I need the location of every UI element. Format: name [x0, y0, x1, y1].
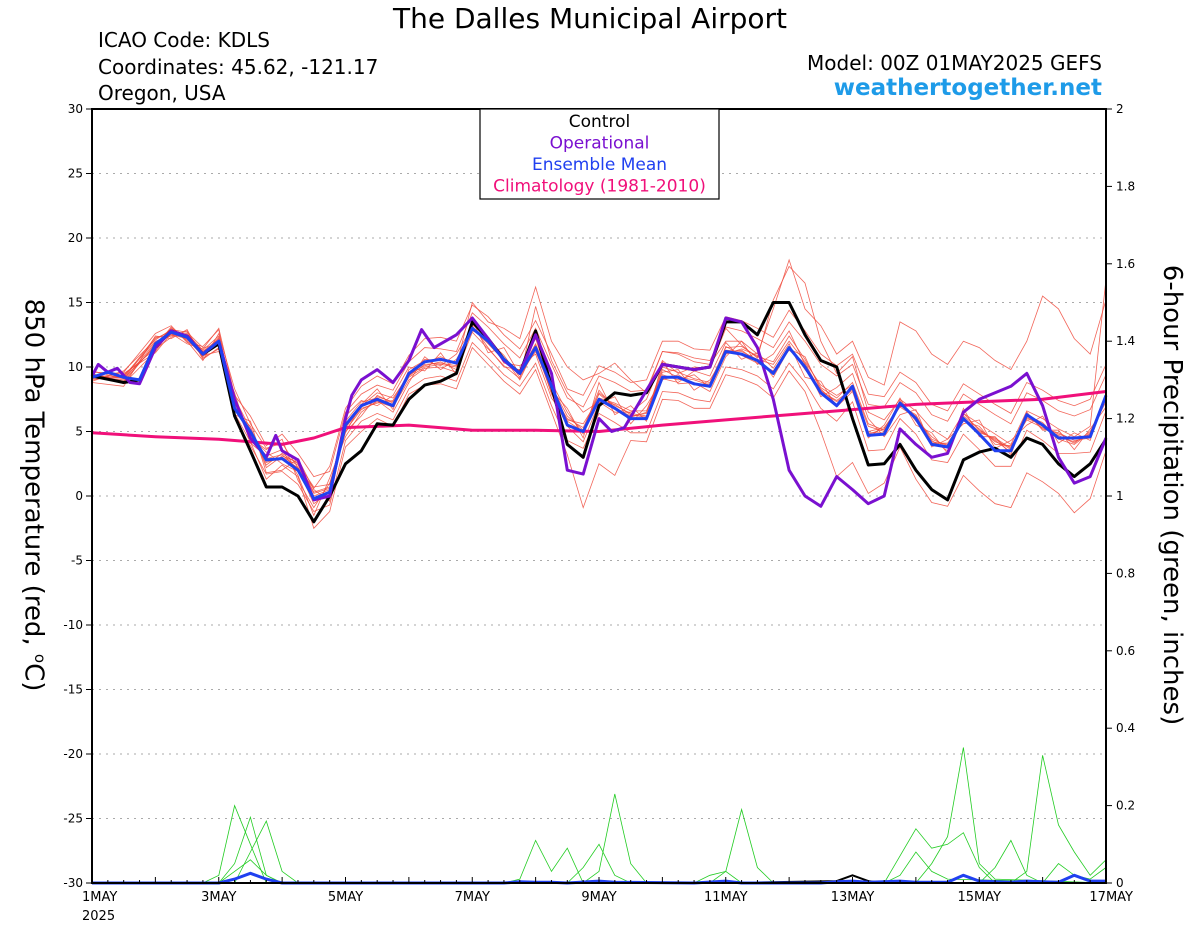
member-line — [91, 265, 1107, 505]
chart-title: The Dalles Municipal Airport — [392, 2, 788, 35]
y-tick-label: 10 — [68, 360, 83, 374]
series-line-operational — [90, 316, 1108, 508]
member-line — [91, 312, 1107, 478]
x-tick-label: 1MAY — [82, 890, 117, 905]
y-tick-label: 20 — [68, 231, 83, 245]
y2-tick-label: 1.2 — [1116, 412, 1135, 426]
precip-member-line — [92, 820, 1106, 884]
y2-tick-label: 0.2 — [1116, 799, 1135, 813]
y-tick-label: -5 — [71, 554, 83, 568]
y2-tick-label: 1.8 — [1116, 179, 1135, 193]
y-tick-label: 25 — [68, 167, 83, 181]
precip-member-line — [92, 793, 1106, 884]
region: Oregon, USA — [98, 81, 226, 105]
y-tick-label: -30 — [63, 876, 83, 890]
y2-tick-label: 0 — [1116, 876, 1124, 890]
precip-member-line — [92, 747, 1107, 884]
y-tick-label: 15 — [68, 296, 83, 310]
y-tick-label: 0 — [75, 489, 83, 503]
y2-tick-label: 1.6 — [1116, 257, 1135, 271]
member-line — [91, 329, 1107, 530]
legend-entry: Ensemble Mean — [532, 155, 667, 175]
model-run: Model: 00Z 01MAY2025 GEFS — [807, 51, 1102, 75]
legend-entry: Control — [569, 112, 630, 132]
precip-member-lines — [92, 747, 1107, 884]
x-tick-sublabel: 2025 — [82, 909, 115, 924]
x-tick-label: 9MAY — [581, 890, 616, 905]
x-tick-label: 5MAY — [328, 890, 363, 905]
series-line-control — [91, 301, 1108, 524]
member-lines — [91, 258, 1107, 530]
x-tick-label: 13MAY — [831, 890, 875, 905]
member-line — [91, 304, 1107, 489]
y-tick-label: -15 — [63, 683, 83, 697]
legend-entry: Climatology (1981-2010) — [493, 177, 706, 197]
icao-code: ICAO Code: KDLS — [98, 28, 270, 52]
x-tick-label: 17MAY — [1089, 890, 1133, 905]
y2-tick-label: 0.8 — [1116, 566, 1135, 580]
website-link[interactable]: weathertogether.net — [833, 75, 1102, 101]
precip-member-line — [92, 815, 1106, 884]
member-line — [91, 323, 1107, 501]
member-line — [91, 329, 1107, 513]
coordinates: Coordinates: 45.62, -121.17 — [98, 55, 379, 79]
x-tick-label: 3MAY — [201, 890, 236, 905]
y2-tick-label: 0.6 — [1116, 644, 1135, 658]
series-line-ensemble-mean — [91, 326, 1108, 501]
member-line — [91, 258, 1107, 494]
legend-entry: Operational — [550, 134, 650, 154]
y2-tick-label: 1.4 — [1116, 334, 1135, 348]
y2-tick-label: 1 — [1116, 489, 1124, 503]
y-tick-label: -10 — [63, 618, 83, 632]
precip-member-line — [92, 807, 1106, 884]
legend-box — [479, 108, 720, 200]
member-line — [91, 329, 1107, 493]
y-tick-label: -20 — [63, 747, 83, 761]
x-tick-label: 11MAY — [704, 890, 748, 905]
y-tick-label: 30 — [68, 102, 83, 116]
y2-tick-label: 2 — [1116, 102, 1124, 116]
member-line — [92, 327, 1107, 488]
y-tick-label: -25 — [63, 812, 83, 826]
y-tick-label: 5 — [75, 425, 83, 439]
x-tick-label: 7MAY — [455, 890, 490, 905]
x-tick-label: 15MAY — [957, 890, 1001, 905]
y2-tick-label: 0.4 — [1116, 721, 1135, 735]
